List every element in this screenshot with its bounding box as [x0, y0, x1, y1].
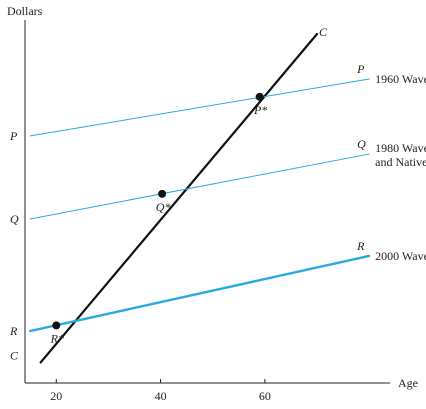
series-name-1: 1960 Wave [375, 72, 426, 86]
series-line-0 [39, 32, 319, 364]
intersection-label-2: R* [50, 331, 64, 345]
y-axis-label: Dollars [7, 4, 43, 18]
intersection-point-0 [255, 92, 264, 101]
x-axis-label: Age [398, 376, 418, 390]
series-end-label-3: R [356, 239, 365, 253]
series-line-1 [29, 78, 370, 137]
x-tick-label-1: 40 [155, 389, 167, 403]
y-tick-label-1: Q [10, 212, 19, 226]
series-end-label-0: C [319, 25, 328, 39]
y-tick-label-3: C [10, 348, 19, 362]
series-name-2-a: 1980 Wave [375, 141, 426, 155]
x-tick-label-2: 60 [259, 389, 271, 403]
series-name-2-b: and Natives [375, 155, 426, 169]
series-line-2 [29, 153, 370, 220]
series-name-3: 2000 Wave [375, 249, 426, 263]
series-line-3 [29, 254, 371, 333]
y-tick-label-0: P [9, 129, 18, 143]
y-tick-label-2: R [9, 324, 18, 338]
intersection-point-2 [52, 321, 61, 330]
x-tick-label-0: 20 [50, 389, 62, 403]
series-end-label-2: Q [357, 137, 366, 151]
series-end-label-1: P [356, 62, 365, 76]
intersection-point-1 [158, 189, 167, 198]
intersection-label-1: Q* [156, 200, 171, 214]
intersection-label-0: P* [253, 103, 267, 117]
